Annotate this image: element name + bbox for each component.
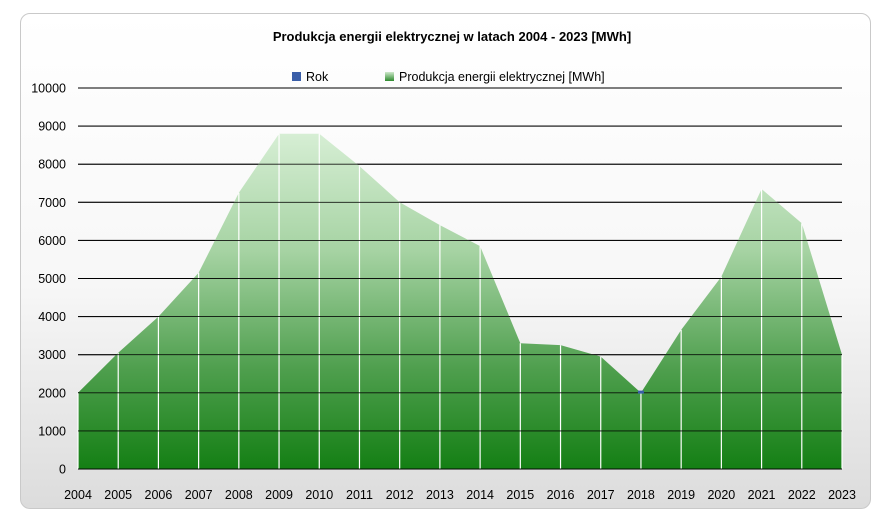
y-tick-label: 2000 [38,386,66,400]
y-tick-label: 0 [59,463,66,477]
y-tick-label: 7000 [38,196,66,210]
x-tick-label: 2021 [748,488,776,502]
series-rok-point [637,390,644,394]
y-tick-label: 1000 [38,424,66,438]
y-tick-label: 3000 [38,348,66,362]
x-tick-label: 2004 [64,488,92,502]
x-tick-label: 2005 [104,488,132,502]
x-tick-label: 2013 [426,488,454,502]
y-tick-label: 5000 [38,272,66,286]
x-tick-label: 2022 [788,488,816,502]
x-axis: 2004 2005 2006 2007 2008 2009 2010 2011 2012 2013… [64,488,856,502]
x-tick-label: 2008 [225,488,253,502]
plot-area [77,87,843,470]
series-area-produkcja [78,133,842,469]
x-tick-label: 2015 [506,488,534,502]
x-tick-label: 2020 [707,488,735,502]
x-tick-label: 2018 [627,488,655,502]
x-tick-label: 2023 [828,488,856,502]
x-tick-label: 2016 [547,488,575,502]
x-tick-label: 2006 [145,488,173,502]
x-tick-label: 2017 [587,488,615,502]
y-axis: 0 1000 2000 3000 4000 5000 6000 7000 8000 9000 100… [31,82,66,477]
x-tick-label: 2019 [667,488,695,502]
x-tick-label: 2011 [346,488,373,502]
chart-title: Produkcja energii elektrycznej w latach … [273,29,631,44]
y-tick-label: 9000 [38,120,66,134]
legend-label-rok: Rok [306,70,329,84]
x-tick-label: 2007 [185,488,213,502]
y-tick-label: 4000 [38,310,66,324]
x-tick-label: 2012 [386,488,414,502]
legend-label-produkcja: Produkcja energii elektrycznej [MWh] [399,70,605,84]
y-tick-label: 8000 [38,158,66,172]
legend-swatch-produkcja [385,72,394,81]
y-tick-label: 6000 [38,234,66,248]
chart-legend: Rok Produkcja energii elektrycznej [MWh] [292,70,605,84]
y-tick-label: 10000 [31,82,66,96]
x-tick-label: 2010 [305,488,333,502]
x-tick-label: 2009 [265,488,293,502]
x-tick-label: 2014 [466,488,494,502]
legend-swatch-rok [292,72,301,81]
